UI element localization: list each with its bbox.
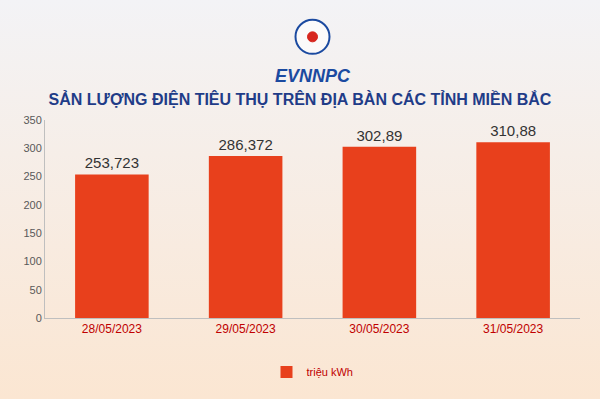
svg-text:triệu kWh: triệu kWh (307, 366, 353, 378)
svg-text:250: 250 (23, 170, 41, 182)
svg-text:SẢN LƯỢNG ĐIỆN TIÊU THỤ TRÊN Đ: SẢN LƯỢNG ĐIỆN TIÊU THỤ TRÊN ĐỊA BÀN CÁC… (49, 90, 552, 108)
svg-text:EVNNPC: EVNNPC (275, 66, 351, 86)
svg-text:150: 150 (23, 227, 41, 239)
svg-text:100: 100 (23, 255, 41, 267)
svg-text:302,89: 302,89 (356, 127, 402, 144)
svg-text:29/05/2023: 29/05/2023 (216, 322, 276, 336)
svg-text:253,723: 253,723 (85, 154, 139, 171)
svg-text:350: 350 (23, 114, 41, 126)
svg-text:310,88: 310,88 (490, 122, 536, 139)
svg-text:30/05/2023: 30/05/2023 (349, 322, 409, 336)
svg-text:50: 50 (30, 284, 42, 296)
svg-text:28/05/2023: 28/05/2023 (82, 322, 142, 336)
svg-text:0: 0 (36, 312, 42, 324)
svg-text:286,372: 286,372 (219, 136, 273, 153)
svg-text:31/05/2023: 31/05/2023 (483, 322, 543, 336)
svg-text:300: 300 (23, 142, 41, 154)
svg-text:200: 200 (23, 199, 41, 211)
